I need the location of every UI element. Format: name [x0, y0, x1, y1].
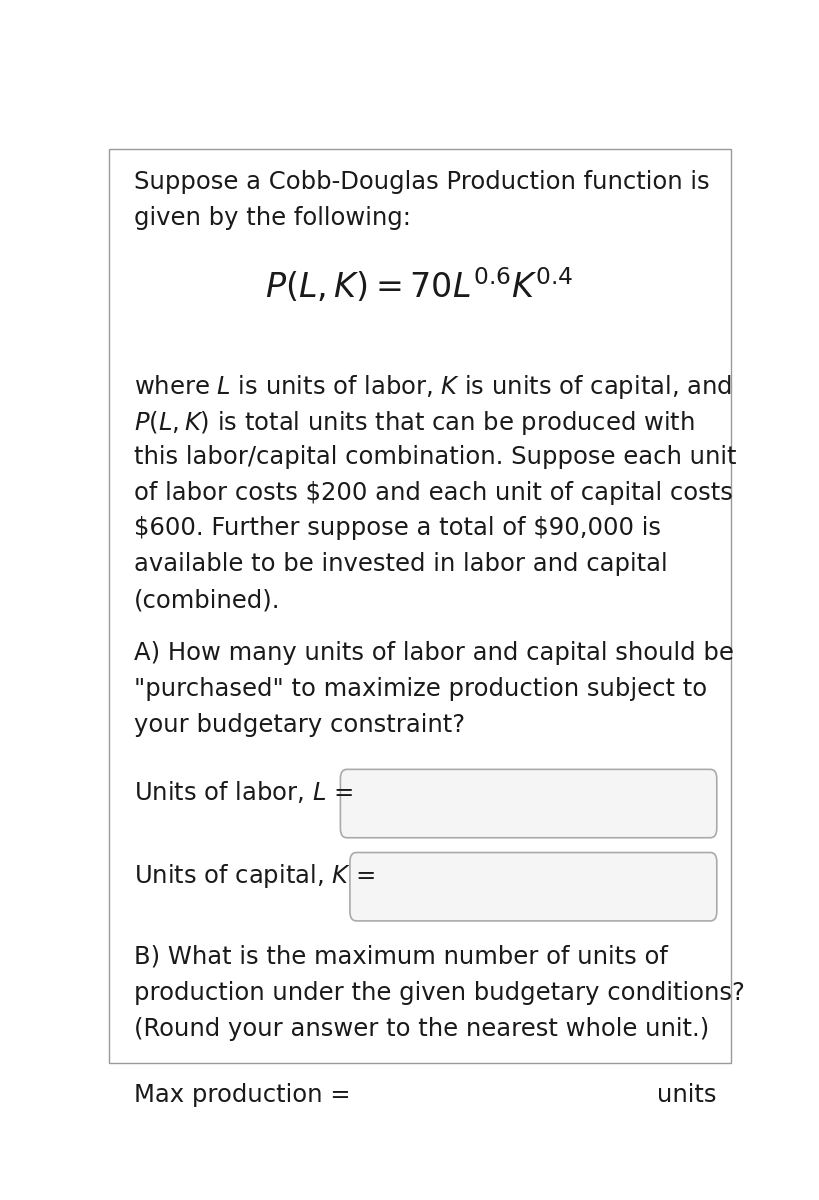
Text: this labor/capital combination. Suppose each unit: this labor/capital combination. Suppose … — [134, 445, 736, 469]
Text: given by the following:: given by the following: — [134, 206, 411, 230]
Text: Suppose a Cobb-Douglas Production function is: Suppose a Cobb-Douglas Production functi… — [134, 170, 710, 194]
Text: production under the given budgetary conditions?: production under the given budgetary con… — [134, 980, 745, 1004]
Text: where $L$ is units of labor, $K$ is units of capital, and: where $L$ is units of labor, $K$ is unit… — [134, 373, 732, 401]
FancyBboxPatch shape — [350, 852, 717, 920]
Text: Units of capital, $K$ =: Units of capital, $K$ = — [134, 862, 375, 889]
Text: Max production =: Max production = — [134, 1082, 351, 1106]
Text: $P(L, K) = 70L^{0.6}K^{0.4}$: $P(L, K) = 70L^{0.6}K^{0.4}$ — [265, 266, 574, 305]
Text: your budgetary constraint?: your budgetary constraint? — [134, 713, 465, 737]
Text: A) How many units of labor and capital should be: A) How many units of labor and capital s… — [134, 641, 734, 665]
Text: $P(L, K)$ is total units that can be produced with: $P(L, K)$ is total units that can be pro… — [134, 409, 695, 437]
Text: units: units — [658, 1082, 717, 1106]
Text: "purchased" to maximize production subject to: "purchased" to maximize production subje… — [134, 677, 708, 701]
Text: (Round your answer to the nearest whole unit.): (Round your answer to the nearest whole … — [134, 1016, 709, 1040]
Text: available to be invested in labor and capital: available to be invested in labor and ca… — [134, 552, 667, 576]
Text: B) What is the maximum number of units of: B) What is the maximum number of units o… — [134, 944, 668, 968]
FancyBboxPatch shape — [341, 1073, 691, 1141]
Text: \$600. Further suppose a total of \$90,000 is: \$600. Further suppose a total of \$90,0… — [134, 516, 661, 540]
Text: of labor costs \$200 and each unit of capital costs: of labor costs \$200 and each unit of ca… — [134, 480, 733, 504]
Text: (combined).: (combined). — [134, 588, 281, 612]
FancyBboxPatch shape — [341, 769, 717, 838]
Text: Units of labor, $L$ =: Units of labor, $L$ = — [134, 779, 353, 805]
